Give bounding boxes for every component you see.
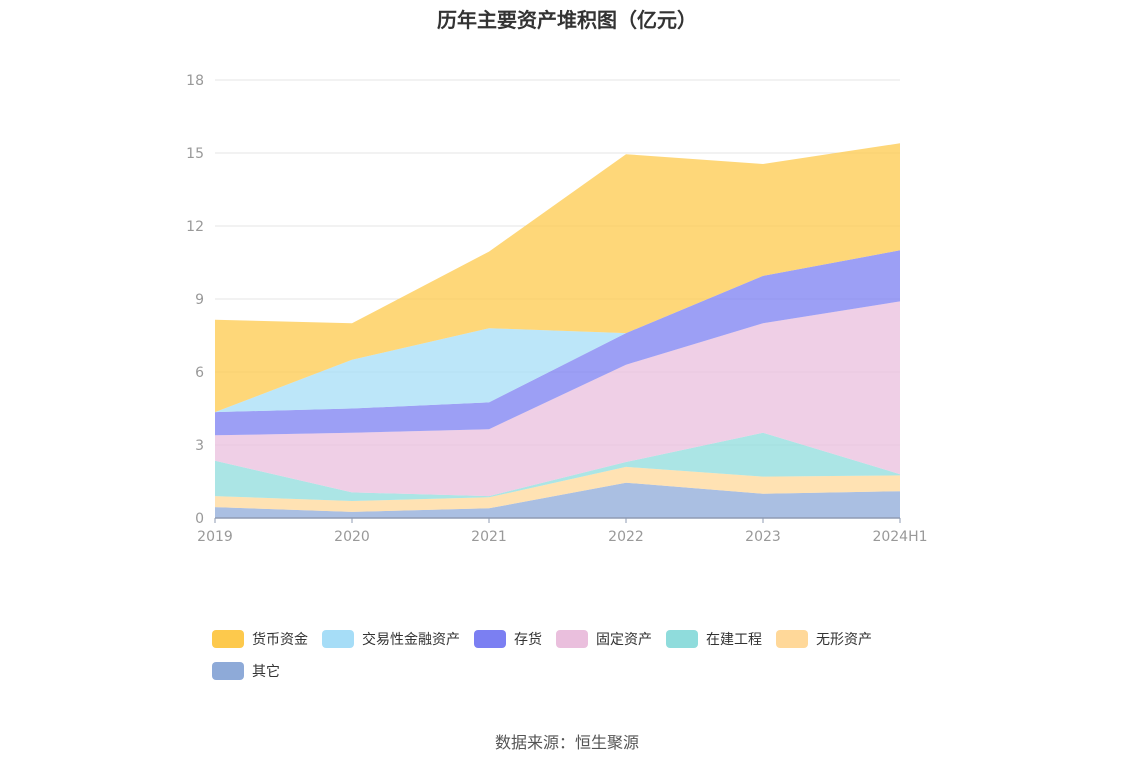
legend-label: 其它 bbox=[252, 664, 280, 680]
legend-swatch bbox=[776, 630, 808, 648]
legend-label: 交易性金融资产 bbox=[362, 632, 460, 648]
legend-label: 在建工程 bbox=[706, 632, 762, 648]
y-tick-label: 6 bbox=[195, 365, 204, 381]
area-series bbox=[215, 250, 900, 436]
area-series bbox=[215, 432, 900, 501]
y-tick-label: 3 bbox=[195, 438, 204, 454]
y-tick-label: 18 bbox=[186, 73, 204, 89]
x-tick-label: 2023 bbox=[745, 529, 781, 545]
legend-swatch bbox=[212, 662, 244, 680]
chart-title: 历年主要资产堆积图（亿元） bbox=[437, 8, 697, 32]
legend-item[interactable]: 无形资产 bbox=[776, 628, 872, 650]
area-series bbox=[215, 143, 900, 413]
legend-item[interactable]: 固定资产 bbox=[556, 628, 652, 650]
legend-label: 无形资产 bbox=[816, 632, 872, 648]
chart-legend: 货币资金 交易性金融资产 存货 固定资产 在建工程 无形资产其它 bbox=[212, 628, 932, 682]
data-source: 数据来源：恒生聚源 bbox=[494, 733, 639, 752]
x-tick-label: 2021 bbox=[471, 529, 507, 545]
legend-item[interactable]: 其它 bbox=[212, 660, 280, 682]
area-series bbox=[215, 301, 900, 497]
legend-item[interactable]: 货币资金 bbox=[212, 628, 308, 650]
x-tick-label: 2020 bbox=[334, 529, 370, 545]
x-tick-label: 2024H1 bbox=[872, 529, 927, 545]
legend-item[interactable]: 在建工程 bbox=[666, 628, 762, 650]
legend-swatch bbox=[322, 630, 354, 648]
legend-swatch bbox=[212, 630, 244, 648]
y-tick-label: 15 bbox=[186, 146, 204, 162]
x-tick-label: 2019 bbox=[197, 529, 233, 545]
legend-label: 存货 bbox=[514, 632, 542, 648]
legend-swatch bbox=[556, 630, 588, 648]
x-tick-label: 2022 bbox=[608, 529, 644, 545]
y-tick-label: 12 bbox=[186, 219, 204, 235]
stacked-area-chart: 0 3 6 9 12 15 18 2019 2020 2021 2022 2023 2024H1 bbox=[186, 73, 927, 545]
area-series bbox=[215, 250, 900, 413]
area-series bbox=[215, 466, 900, 512]
area-series bbox=[215, 482, 900, 518]
legend-label: 货币资金 bbox=[252, 632, 308, 648]
legend-label: 固定资产 bbox=[596, 632, 652, 648]
y-tick-label: 0 bbox=[195, 511, 204, 527]
legend-swatch bbox=[474, 630, 506, 648]
y-tick-label: 9 bbox=[195, 292, 204, 308]
legend-item[interactable]: 交易性金融资产 bbox=[322, 628, 460, 650]
legend-item[interactable]: 存货 bbox=[474, 628, 542, 650]
legend-swatch bbox=[666, 630, 698, 648]
